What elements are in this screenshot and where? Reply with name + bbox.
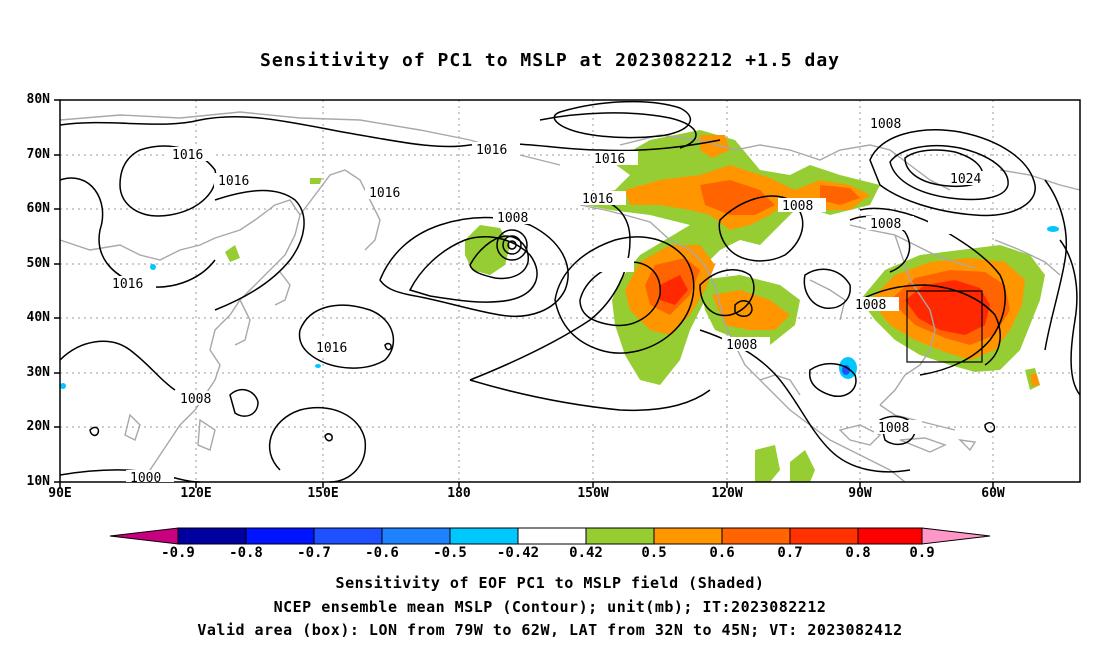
colorbar-swatch xyxy=(381,527,451,545)
y-tick-label: 80N xyxy=(26,92,50,107)
valid-area-box xyxy=(906,290,983,363)
contour-label: 1008 xyxy=(726,338,757,353)
caption-shading: Sensitivity of EOF PC1 to MSLP field (Sh… xyxy=(335,574,765,592)
sensitivity-shading-red xyxy=(660,275,990,335)
colorbar-swatch xyxy=(585,527,655,545)
colorbar-label: 0.42 xyxy=(569,545,603,561)
contour-label: 1008 xyxy=(782,199,813,214)
colorbar-swatch xyxy=(921,527,991,545)
x-tick-label: 150E xyxy=(307,486,339,501)
colorbar-label: -0.42 xyxy=(496,545,540,561)
x-tick-label: 60W xyxy=(981,486,1005,501)
contour-label: 1016 xyxy=(594,152,625,167)
colorbar-label: 0.6 xyxy=(709,545,735,561)
contour-label: 1008 xyxy=(497,211,528,226)
contour-label: 1008 xyxy=(878,421,909,436)
y-tick-label: 10N xyxy=(26,474,50,489)
colorbar-swatch xyxy=(789,527,859,545)
caption-valid-area: Valid area (box): LON from 79W to 62W, L… xyxy=(197,621,903,639)
colorbar-label: -0.6 xyxy=(365,545,399,561)
contour-label: 1000 xyxy=(130,471,161,486)
colorbar-swatch xyxy=(245,527,315,545)
contour-label: 1016 xyxy=(172,148,203,163)
contour-label: 1016 xyxy=(218,174,249,189)
contour-labels: 1016 1016 1016 1016 1016 1016 1016 1016 … xyxy=(108,116,994,486)
colorbar-label: 0.8 xyxy=(845,545,871,561)
contour-label: 1016 xyxy=(112,277,143,292)
colorbar-label: -0.8 xyxy=(229,545,263,561)
colorbar xyxy=(109,527,991,545)
contour-label: 1016 xyxy=(369,186,400,201)
x-tick-label: 90W xyxy=(848,486,872,501)
map-title: Sensitivity of PC1 to MSLP at 2023082212… xyxy=(259,50,840,71)
contour-label: 1024 xyxy=(950,172,981,187)
colorbar-label: -0.9 xyxy=(161,545,195,561)
contour-label: 1008 xyxy=(180,392,211,407)
x-tick-label: 120W xyxy=(711,486,743,501)
colorbar-swatch xyxy=(109,527,179,545)
y-tick-label: 30N xyxy=(26,365,50,380)
y-tick-label: 20N xyxy=(26,419,50,434)
x-tick-label: 150W xyxy=(577,486,609,501)
plot-frame xyxy=(59,99,1081,483)
contour-label: 1008 xyxy=(870,117,901,132)
colorbar-label: -0.7 xyxy=(297,545,331,561)
colorbar-swatch xyxy=(517,527,587,545)
y-tick-label: 40N xyxy=(26,310,50,325)
contour-label: 1016 xyxy=(476,143,507,158)
colorbar-label: -0.5 xyxy=(433,545,467,561)
tick-marks xyxy=(54,99,994,488)
contour-label: 1008 xyxy=(870,217,901,232)
colorbar-label: 0.7 xyxy=(777,545,803,561)
x-tick-label: 90E xyxy=(48,486,72,501)
colorbar-label: 0.9 xyxy=(909,545,935,561)
colorbar-swatch xyxy=(177,527,247,545)
colorbar-swatch xyxy=(449,527,519,545)
contour-label: 1016 xyxy=(316,341,347,356)
contour-label: 1008 xyxy=(855,298,886,313)
y-tick-label: 60N xyxy=(26,201,50,216)
contour-label: 1016 xyxy=(582,192,613,207)
caption-contour: NCEP ensemble mean MSLP (Contour); unit(… xyxy=(273,598,827,616)
colorbar-swatch xyxy=(653,527,723,545)
y-tick-label: 50N xyxy=(26,256,50,271)
y-tick-label: 70N xyxy=(26,147,50,162)
colorbar-swatch xyxy=(721,527,791,545)
x-tick-label: 120E xyxy=(180,486,212,501)
colorbar-swatch xyxy=(857,527,923,545)
x-tick-label: 180 xyxy=(447,486,471,501)
colorbar-label: 0.5 xyxy=(641,545,667,561)
colorbar-swatch xyxy=(313,527,383,545)
